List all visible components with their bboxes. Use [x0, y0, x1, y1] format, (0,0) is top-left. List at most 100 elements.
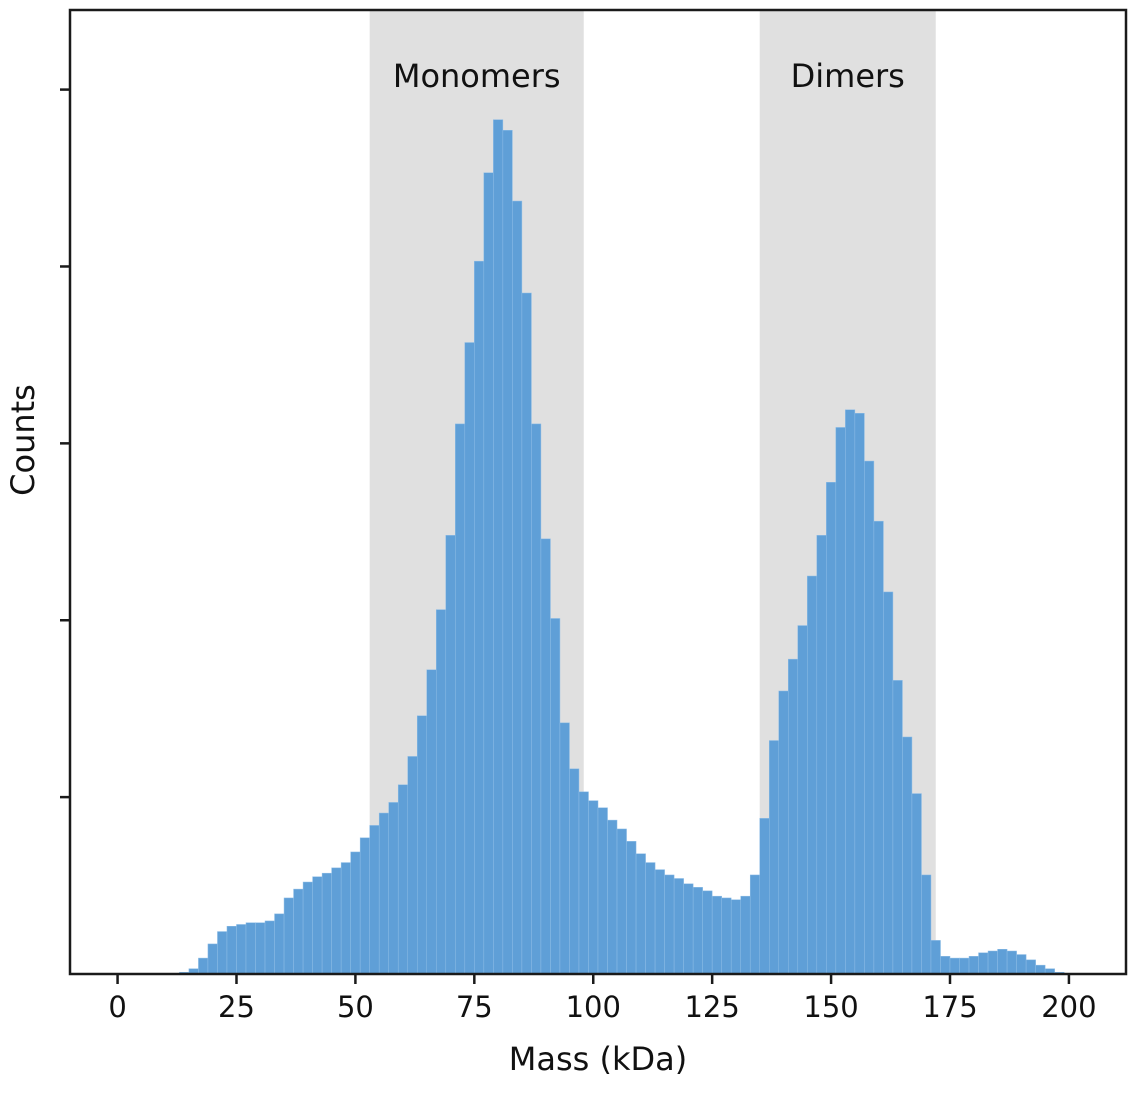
region-labels: Monomers Dimers — [393, 57, 905, 95]
histogram-bar — [245, 922, 256, 975]
region-label-dimers: Dimers — [791, 57, 905, 95]
x-tick-label: 175 — [922, 990, 977, 1024]
histogram-bar — [569, 768, 580, 975]
histogram-bars — [179, 119, 1065, 975]
x-tick-label: 50 — [337, 990, 374, 1024]
histogram-bar — [692, 887, 703, 975]
histogram-bar — [940, 956, 951, 975]
histogram-bar — [921, 874, 932, 975]
histogram-bar — [902, 736, 913, 975]
histogram-bar — [845, 409, 856, 975]
histogram-bar — [369, 825, 380, 975]
histogram-bar — [664, 874, 675, 975]
histogram-bar — [778, 690, 789, 975]
histogram-bar — [293, 888, 304, 975]
x-axis-title: Mass (kDa) — [509, 1040, 687, 1078]
y-axis-title: Counts — [4, 384, 42, 496]
histogram-bar — [740, 895, 751, 975]
histogram-bar — [531, 423, 542, 975]
histogram-bar — [264, 920, 275, 975]
histogram-bar — [987, 950, 998, 975]
histogram-bar — [416, 715, 428, 975]
histogram-bar — [207, 943, 218, 975]
histogram-bar — [626, 841, 637, 975]
histogram-bar — [721, 897, 732, 975]
histogram-bar — [854, 413, 865, 975]
histogram-bar — [359, 837, 370, 975]
x-tick-label: 125 — [684, 990, 739, 1024]
histogram-bar — [635, 853, 646, 975]
x-tick-label: 100 — [566, 990, 621, 1024]
y-axis-ticks — [60, 88, 70, 799]
histogram-bar — [1006, 950, 1017, 975]
histogram-bar — [226, 925, 237, 975]
histogram-bar — [350, 851, 361, 975]
histogram-bar — [645, 862, 656, 975]
histogram-bar — [1035, 964, 1046, 975]
histogram-bar — [683, 883, 694, 975]
histogram-bar — [730, 899, 741, 975]
histogram-bar — [407, 756, 418, 975]
histogram-bar — [455, 423, 466, 975]
histogram-bar — [759, 818, 770, 975]
histogram-bar — [607, 819, 618, 975]
histogram-bar — [997, 948, 1008, 975]
histogram-bar — [312, 876, 323, 975]
histogram-bar — [873, 520, 884, 975]
histogram-bar — [797, 625, 808, 975]
histogram-bar — [883, 591, 894, 975]
histogram-bar — [283, 897, 294, 975]
histogram-bar — [949, 957, 960, 975]
histogram-bar — [550, 618, 561, 975]
histogram-bar — [588, 800, 599, 975]
histogram-bar — [378, 812, 389, 975]
histogram-bar — [217, 931, 228, 975]
histogram-bar — [464, 342, 475, 975]
histogram-bar — [321, 872, 332, 975]
histogram-bar — [559, 722, 570, 975]
histogram-bar — [1016, 954, 1027, 975]
histogram-bar — [749, 874, 760, 975]
histogram-bar — [711, 895, 722, 975]
histogram-bar — [493, 119, 504, 975]
histogram-bar — [702, 890, 713, 975]
histogram-bar — [198, 957, 209, 975]
histogram-bar — [835, 427, 846, 975]
histogram-bar — [340, 862, 351, 975]
histogram-bar — [512, 200, 523, 975]
histogram-bar — [445, 535, 456, 975]
histogram-bar — [807, 575, 818, 975]
histogram-bar — [816, 535, 827, 975]
histogram-bar — [673, 878, 684, 975]
x-tick-label: 200 — [1041, 990, 1096, 1024]
x-tick-label: 150 — [803, 990, 858, 1024]
histogram-bar — [959, 957, 970, 975]
histogram-bar — [521, 292, 532, 975]
x-tick-label: 0 — [108, 990, 126, 1024]
histogram-bar — [436, 609, 447, 975]
histogram-bar — [236, 924, 247, 975]
x-tick-label: 25 — [218, 990, 255, 1024]
histogram-bar — [911, 793, 922, 975]
region-label-monomers: Monomers — [393, 57, 561, 95]
plot-frame — [68, 8, 1128, 976]
histogram-bar — [388, 802, 399, 975]
histogram-bar — [483, 172, 494, 975]
histogram-bar — [302, 881, 313, 975]
histogram-bar — [578, 791, 589, 975]
histogram-bar — [274, 913, 285, 975]
histogram-bar — [892, 680, 903, 975]
histogram-bar — [864, 460, 875, 975]
histogram-bar — [826, 482, 837, 975]
x-axis-ticks: 0 25 50 75 100 125 150 175 200 — [108, 974, 1097, 1024]
histogram-bar — [978, 952, 989, 975]
histogram-bar — [968, 956, 979, 975]
histogram-bar — [654, 869, 665, 975]
histogram-bar — [474, 260, 485, 975]
histogram-bar — [540, 538, 551, 975]
histogram-bar — [426, 669, 437, 975]
histogram-bar — [616, 828, 627, 975]
histogram-bar — [502, 130, 513, 975]
histogram-bar — [930, 940, 941, 975]
